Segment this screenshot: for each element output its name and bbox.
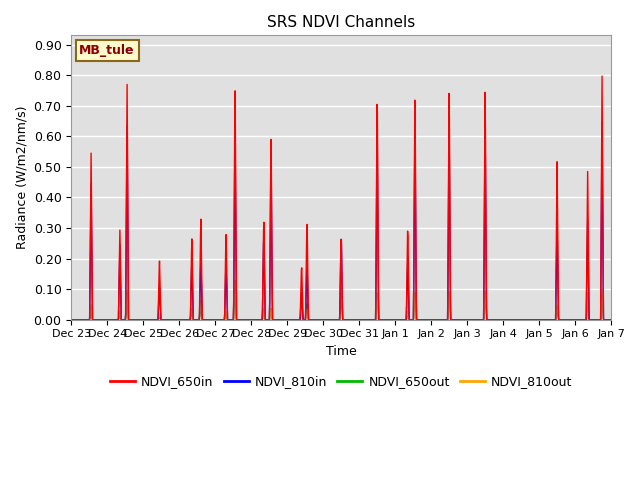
NDVI_650in [374,291,382,297]
NDVI_650out [109,317,117,323]
NDVI_650in [296,311,304,316]
NDVI_650in [598,73,606,79]
NDVI_650in [67,317,75,323]
NDVI_810in [308,317,316,323]
Y-axis label: Radiance (W/m2/nm/s): Radiance (W/m2/nm/s) [15,106,28,249]
NDVI_810in [109,317,117,323]
NDVI_650in [317,317,325,323]
NDVI_810out [67,317,75,323]
NDVI_650out [375,317,383,323]
NDVI_650in [308,317,316,323]
NDVI_650in [109,317,117,323]
NDVI_650in [607,317,615,323]
NDVI_650out [317,317,325,323]
NDVI_650in [131,317,139,323]
NDVI_810in [131,317,139,323]
Line: NDVI_650in: NDVI_650in [71,76,611,320]
Line: NDVI_810out: NDVI_810out [71,280,611,320]
NDVI_650out [308,317,316,323]
NDVI_810out [297,313,305,319]
NDVI_810out [375,317,383,323]
NDVI_650out [67,317,75,323]
NDVI_810out [308,317,316,323]
Title: SRS NDVI Channels: SRS NDVI Channels [267,15,415,30]
NDVI_810in [374,296,382,301]
X-axis label: Time: Time [326,345,356,358]
NDVI_650out [131,317,139,323]
Legend: NDVI_650in, NDVI_810in, NDVI_650out, NDVI_810out: NDVI_650in, NDVI_810in, NDVI_650out, NDV… [105,370,577,393]
Line: NDVI_810in: NDVI_810in [71,122,611,320]
NDVI_810in [607,317,615,323]
NDVI_810out [317,317,325,323]
Text: MB_tule: MB_tule [79,44,135,57]
NDVI_810in [296,313,304,319]
NDVI_810out [231,277,239,283]
Line: NDVI_650out: NDVI_650out [71,292,611,320]
NDVI_810out [131,317,139,323]
NDVI_650out [231,289,239,295]
NDVI_810in [317,317,325,323]
NDVI_810out [607,317,615,323]
NDVI_810in [598,119,606,125]
NDVI_810in [67,317,75,323]
NDVI_650out [607,317,615,323]
NDVI_650out [297,312,305,318]
NDVI_810out [109,317,117,323]
